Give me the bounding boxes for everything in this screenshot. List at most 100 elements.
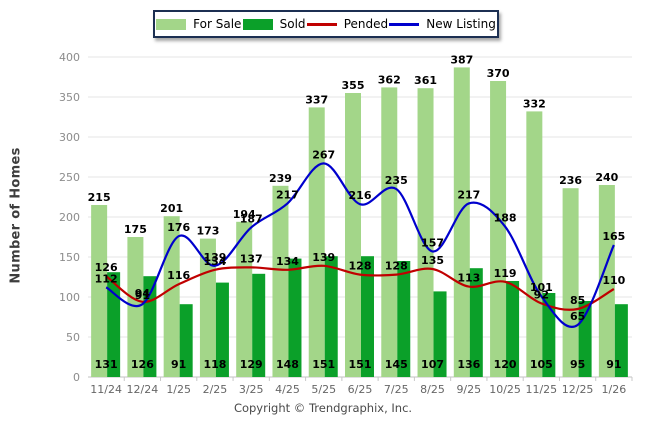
y-tick-label: 200 bbox=[59, 211, 80, 224]
x-tick-label: 1/25 bbox=[166, 383, 191, 396]
bar-for-sale bbox=[381, 87, 398, 378]
bar-sold bbox=[252, 273, 266, 377]
label-new-listing: 101 bbox=[530, 281, 553, 294]
x-tick-label: 8/25 bbox=[420, 383, 445, 396]
label-for-sale: 361 bbox=[414, 74, 437, 87]
label-pended: 92 bbox=[534, 288, 549, 301]
x-tick-label: 9/25 bbox=[456, 383, 481, 396]
bar-sold bbox=[179, 304, 193, 377]
bar-sold bbox=[288, 258, 302, 377]
label-pended: 113 bbox=[457, 272, 480, 285]
chart-legend: For Sale Sold Pended New Listing bbox=[153, 10, 499, 38]
y-tick-label: 250 bbox=[59, 171, 80, 184]
legend-item-new-listing: New Listing bbox=[389, 17, 496, 31]
y-tick-label: 400 bbox=[59, 51, 80, 64]
label-for-sale: 355 bbox=[342, 79, 365, 92]
line-new-listing bbox=[105, 162, 615, 328]
label-for-sale: 370 bbox=[487, 67, 510, 80]
x-tick-label: 5/25 bbox=[311, 383, 336, 396]
x-tick-label: 10/25 bbox=[489, 383, 521, 396]
label-for-sale: 362 bbox=[378, 73, 401, 86]
label-new-listing: 217 bbox=[457, 188, 480, 201]
label-sold: 151 bbox=[349, 358, 372, 371]
label-for-sale: 201 bbox=[160, 202, 183, 215]
x-axis-tick-labels: 11/24 12/24 1/25 2/25 3/25 4/25 5/25 6/25 7/25 8/… bbox=[90, 377, 633, 396]
label-new-listing: 216 bbox=[349, 189, 372, 202]
label-pended: 134 bbox=[203, 255, 226, 268]
label-pended: 110 bbox=[602, 274, 625, 287]
label-new-listing: 188 bbox=[494, 212, 517, 225]
label-sold: 126 bbox=[131, 358, 154, 371]
label-new-listing: 112 bbox=[95, 272, 118, 285]
label-sold: 145 bbox=[385, 358, 408, 371]
label-for-sale: 236 bbox=[559, 174, 582, 187]
y-tick-label: 50 bbox=[66, 331, 80, 344]
x-tick-label: 6/25 bbox=[348, 383, 373, 396]
bar-sold bbox=[397, 261, 411, 377]
bar-sold bbox=[542, 293, 556, 377]
label-pended: 135 bbox=[421, 254, 444, 267]
bars bbox=[91, 67, 628, 378]
label-sold: 105 bbox=[530, 358, 553, 371]
x-tick-label: 3/25 bbox=[239, 383, 264, 396]
legend-item-pended: Pended bbox=[306, 17, 389, 31]
for-sale-swatch-icon bbox=[156, 18, 187, 30]
label-for-sale: 239 bbox=[269, 172, 292, 185]
x-tick-label: 12/24 bbox=[127, 383, 159, 396]
copyright-text: Copyright © Trendgraphix, Inc. bbox=[233, 401, 413, 415]
pended-line-swatch-icon bbox=[306, 22, 337, 26]
legend-label-pended: Pended bbox=[343, 17, 389, 31]
bar-sold bbox=[469, 268, 483, 377]
label-sold: 151 bbox=[312, 358, 335, 371]
y-axis-tick-labels: 0 50 100 150 200 250 300 350 400 bbox=[59, 51, 80, 384]
x-tick-label: 12/25 bbox=[562, 383, 594, 396]
label-new-listing: 187 bbox=[240, 212, 263, 225]
y-tick-label: 300 bbox=[59, 131, 80, 144]
label-for-sale: 332 bbox=[523, 97, 546, 110]
line-pended bbox=[105, 264, 615, 311]
label-pended: 137 bbox=[240, 252, 263, 265]
x-tick-label: 4/25 bbox=[275, 383, 300, 396]
x-tick-label: 2/25 bbox=[203, 383, 228, 396]
bar-sold bbox=[324, 256, 338, 377]
new-listing-line-swatch-icon bbox=[389, 22, 420, 26]
label-pended: 128 bbox=[349, 260, 372, 273]
label-pended: 85 bbox=[570, 294, 585, 307]
label-new-listing: 176 bbox=[167, 221, 190, 234]
label-pended: 119 bbox=[494, 267, 517, 280]
label-new-listing: 235 bbox=[385, 174, 408, 187]
x-tick-label: 11/24 bbox=[90, 383, 122, 396]
bar-for-sale bbox=[308, 107, 325, 378]
label-pended: 116 bbox=[167, 269, 190, 282]
label-pended: 94 bbox=[135, 287, 151, 300]
bar-for-sale bbox=[598, 185, 615, 377]
bar-for-sale bbox=[453, 67, 470, 378]
y-axis-title: Number of Homes bbox=[8, 147, 24, 284]
legend-item-for-sale: For Sale bbox=[156, 17, 241, 31]
label-new-listing: 157 bbox=[421, 236, 444, 249]
bar-for-sale bbox=[562, 188, 579, 377]
label-new-listing: 267 bbox=[312, 148, 335, 161]
label-for-sale: 173 bbox=[196, 225, 219, 238]
label-sold: 136 bbox=[457, 358, 480, 371]
label-for-sale: 240 bbox=[595, 171, 618, 184]
bar-sold bbox=[614, 304, 628, 377]
sold-swatch-icon bbox=[242, 18, 273, 30]
y-tick-label: 0 bbox=[73, 371, 80, 384]
label-for-sale: 215 bbox=[88, 191, 111, 204]
label-sold: 131 bbox=[95, 358, 118, 371]
legend-label-sold: Sold bbox=[279, 17, 306, 31]
label-sold: 148 bbox=[276, 358, 299, 371]
x-tick-label: 7/25 bbox=[384, 383, 409, 396]
label-new-listing: 139 bbox=[203, 251, 226, 264]
bar-sold bbox=[506, 281, 520, 377]
bar-for-sale bbox=[236, 221, 253, 377]
bar-for-sale bbox=[163, 216, 180, 377]
label-for-sale: 387 bbox=[450, 53, 473, 66]
x-tick-label: 1/26 bbox=[602, 383, 627, 396]
label-sold: 118 bbox=[203, 358, 226, 371]
label-sold: 91 bbox=[606, 358, 621, 371]
bar-for-sale bbox=[417, 88, 434, 377]
